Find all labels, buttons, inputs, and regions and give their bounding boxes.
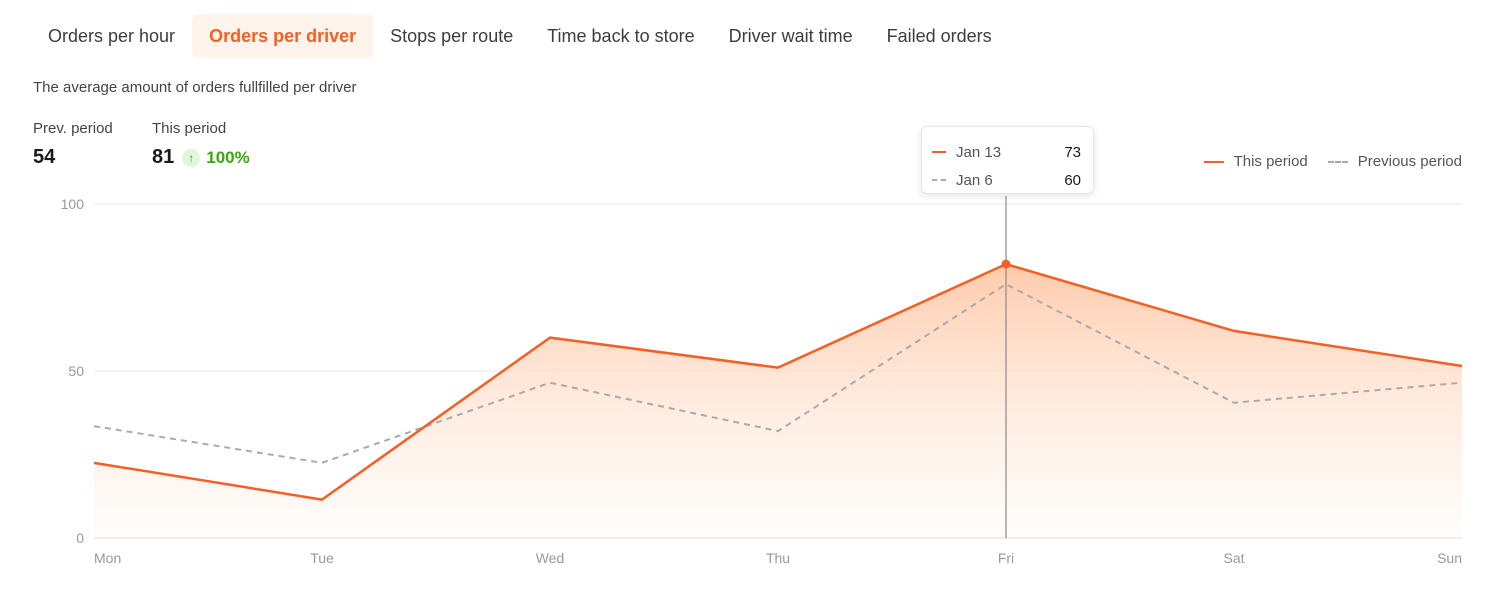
prev-period-stat: Prev. period 54 [33,120,113,169]
this-period-area [94,264,1462,538]
tooltip-row-previous: Jan 6 60 [932,166,1081,194]
tooltip-row-current: Jan 13 73 [932,138,1081,166]
delta-value: 100% [206,147,250,167]
prev-period-label: Prev. period [33,120,113,137]
this-period-line [93,262,1463,501]
highlight-point [1001,259,1011,269]
x-tick-label: Mon [94,550,121,566]
legend-item-this-period[interactable]: This period [1203,153,1308,170]
delta-badge: ↑ 100% [182,147,250,168]
previous-period-line [93,283,1463,464]
tooltip-value: 60 [1064,171,1081,189]
tooltip-value: 73 [1064,143,1081,161]
x-tick-label: Sat [1223,550,1244,566]
x-tick-label: Sun [1437,550,1462,566]
tab-driver-wait-time[interactable]: Driver wait time [728,26,853,46]
x-tick-label: Thu [766,550,790,566]
this-period-label: This period [152,120,227,137]
tab-orders-per-hour[interactable]: Orders per hour [48,26,176,46]
y-tick-label: 0 [76,530,84,546]
legend-swatch-solid [1203,160,1224,163]
chart-legend: This period Previous period [1184,153,1462,170]
tab-stops-per-route[interactable]: Stops per route [390,26,514,46]
tooltip-label: Jan 13 [956,143,1002,161]
x-tick-label: Tue [310,550,334,566]
chart-description: The average amount of orders fullfilled … [33,79,357,96]
tooltip-label: Jan 6 [956,171,993,189]
legend-item-previous-period[interactable]: Previous period [1327,153,1462,170]
tooltip-swatch-solid [932,151,946,153]
legend-swatch-dashed [1327,160,1348,163]
this-period-value: 81 [152,146,175,168]
tab-time-back-to-store[interactable]: Time back to store [547,26,695,46]
x-tick-label: Wed [536,550,565,566]
x-tick-label: Fri [998,550,1014,566]
legend-label: This period [1233,153,1308,170]
tab-failed-orders[interactable]: Failed orders [886,26,992,46]
prev-period-value: 54 [33,146,56,168]
arrow-up-icon: ↑ [182,148,201,167]
y-tick-label: 50 [68,363,84,379]
chart-tooltip: Jan 13 73 Jan 6 60 [921,126,1094,194]
y-tick-label: 100 [61,196,85,212]
this-period-stat: This period 81 ↑ 100% [152,120,250,169]
legend-label: Previous period [1357,153,1462,170]
tooltip-swatch-dashed [932,179,946,181]
tab-orders-per-driver[interactable]: Orders per driver [192,14,374,58]
metric-tabs: Orders per hour Orders per driver Stops pe… [31,14,1009,58]
